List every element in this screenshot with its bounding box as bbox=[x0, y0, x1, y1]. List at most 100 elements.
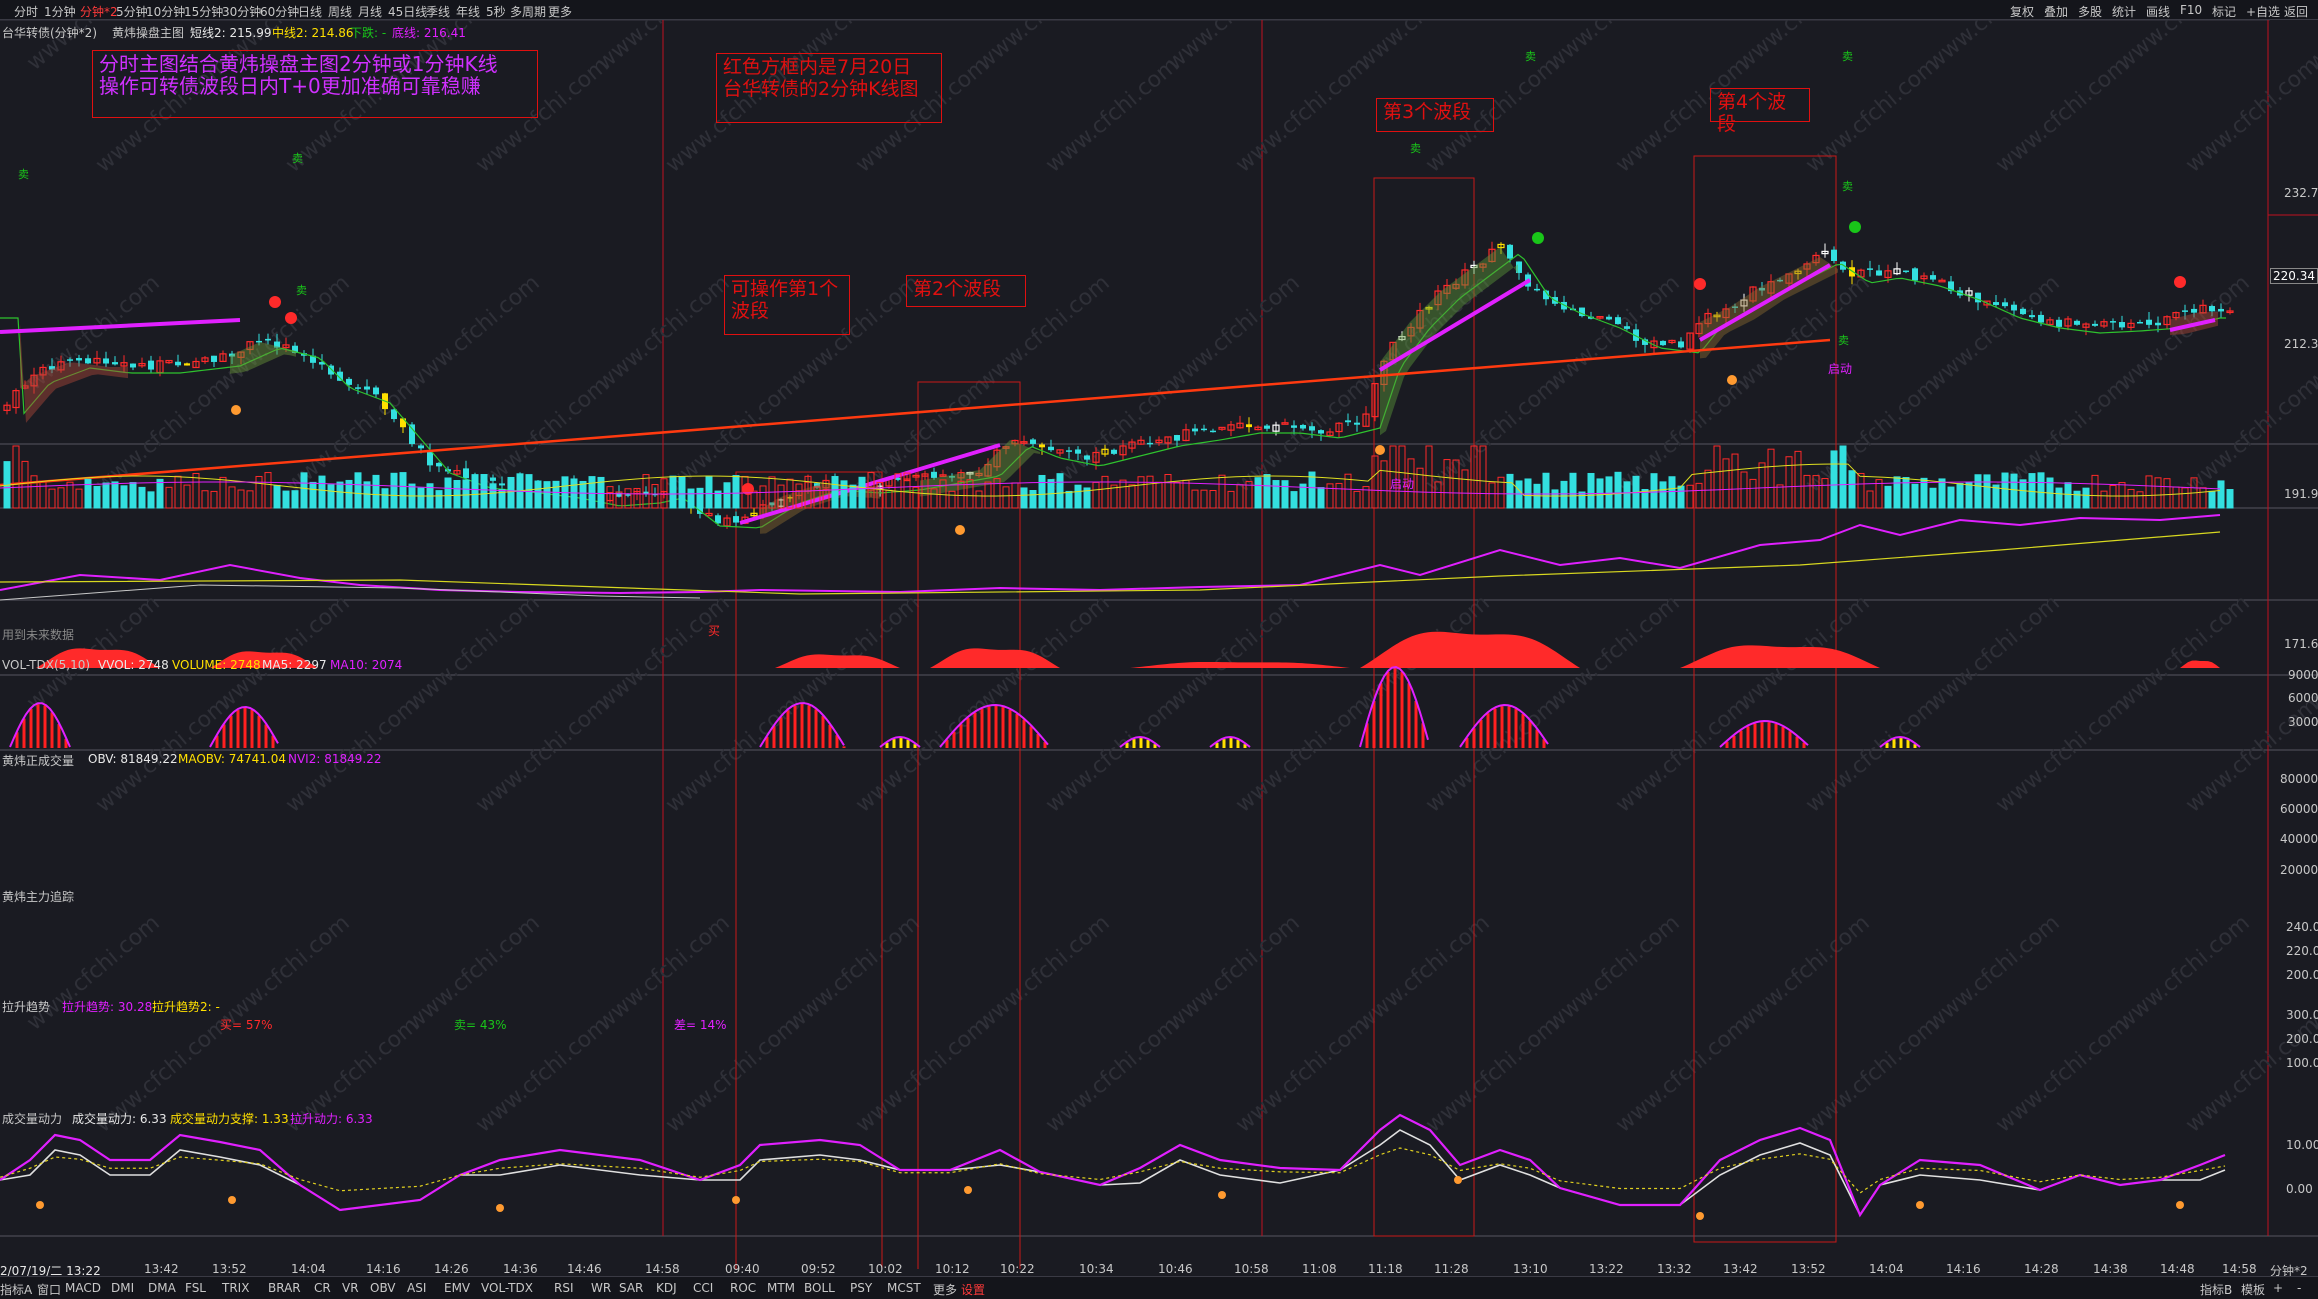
indicator-tab[interactable]: RSI bbox=[554, 1281, 574, 1295]
candle-body bbox=[2137, 321, 2143, 324]
indicator-tab[interactable]: TRIX bbox=[222, 1281, 250, 1295]
volume-bar bbox=[984, 481, 992, 509]
vol-ma10-line bbox=[0, 481, 2221, 495]
period-tab[interactable]: 周线 bbox=[328, 5, 353, 19]
period-tab[interactable]: 15分钟 bbox=[184, 5, 224, 19]
volume-bar bbox=[66, 481, 74, 509]
watermark-text: www.cfchi.com bbox=[1162, 20, 1304, 76]
indicator-tab[interactable]: 更多 bbox=[933, 1283, 958, 1297]
indicator-tab[interactable]: PSY bbox=[850, 1281, 873, 1295]
candle-body bbox=[1272, 424, 1280, 432]
period-tab[interactable]: 分时 bbox=[14, 5, 39, 19]
indicator-tab[interactable]: DMI bbox=[111, 1281, 135, 1295]
indicator-tab[interactable]: DMA bbox=[148, 1281, 176, 1295]
indicator-tab[interactable]: OBV bbox=[370, 1281, 396, 1295]
period-tab[interactable]: 季线 bbox=[426, 5, 451, 19]
obv-panel-label[interactable]: 黄炜正成交量 bbox=[2, 754, 75, 768]
indicator-tab[interactable]: 指标A bbox=[0, 1283, 33, 1297]
start-label-2: 启动 bbox=[1828, 362, 1853, 376]
bottom-line-value: 底线: 216.41 bbox=[392, 26, 466, 40]
sell-signal: 卖 bbox=[18, 168, 29, 181]
indicator-tab[interactable]: KDJ bbox=[656, 1281, 677, 1295]
period-tab[interactable]: 5秒 bbox=[486, 5, 506, 19]
volume-bar bbox=[399, 472, 407, 509]
indicator-tab[interactable]: WR bbox=[591, 1281, 612, 1295]
chart-area[interactable]: www.cfchi.com www.cfchi.com www.cfchi.com w… bbox=[0, 20, 2318, 1278]
trend-line bbox=[939, 704, 1049, 748]
candle-body bbox=[643, 491, 649, 494]
candle-body bbox=[1210, 430, 1216, 433]
period-tab[interactable]: 日线 bbox=[298, 5, 323, 19]
volume-bar bbox=[822, 489, 830, 509]
pointer-mark bbox=[1218, 1191, 1226, 1199]
period-tab[interactable]: 更多 bbox=[548, 5, 573, 19]
toolbar-button[interactable]: 标记 bbox=[2212, 5, 2237, 19]
indicator-tab[interactable]: ASI bbox=[407, 1281, 427, 1295]
toolbar-button[interactable]: 返回 bbox=[2284, 5, 2309, 19]
indicator-tab[interactable]: MTM bbox=[767, 1281, 796, 1295]
indicator-tab[interactable]: BRAR bbox=[268, 1281, 301, 1295]
indicator-tab[interactable]: EMV bbox=[444, 1281, 471, 1295]
candle-body bbox=[750, 512, 758, 517]
indicator-tab[interactable]: CCI bbox=[693, 1281, 714, 1295]
watermark-text: www.cfchi.com bbox=[1421, 693, 1563, 818]
toolbar-button[interactable]: 统计 bbox=[2112, 5, 2137, 19]
period-tab[interactable]: 5分钟 bbox=[116, 5, 148, 19]
volume-bar bbox=[1326, 483, 1334, 509]
toolbar-button[interactable]: 复权 bbox=[2010, 5, 2035, 19]
candle-body bbox=[2074, 320, 2080, 325]
bottom-right-button[interactable]: 指标B bbox=[2200, 1283, 2233, 1297]
period-tab[interactable]: 1分钟 bbox=[44, 5, 76, 19]
candle-body bbox=[1624, 326, 1630, 329]
bottom-right-button[interactable]: 模板 bbox=[2241, 1283, 2266, 1297]
trend-panel-label[interactable]: 拉升趋势 bbox=[2, 1000, 51, 1014]
toolbar-button[interactable]: 多股 bbox=[2078, 5, 2103, 19]
period-tab[interactable]: 年线 bbox=[456, 5, 481, 19]
candle-body bbox=[57, 361, 65, 371]
period-tab[interactable]: 多周期 bbox=[510, 5, 547, 19]
main-force-panel-label[interactable]: 黄炜主力追踪 bbox=[2, 890, 75, 904]
candle-body bbox=[364, 386, 370, 390]
volume-bar bbox=[1110, 484, 1118, 509]
indicator-tab[interactable]: SAR bbox=[619, 1281, 644, 1295]
indicator-tab[interactable]: MCST bbox=[887, 1281, 921, 1295]
candlestick-chart-canvas[interactable]: www.cfchi.com www.cfchi.com www.cfchi.com w… bbox=[0, 20, 2318, 1269]
period-tab[interactable]: 10分钟 bbox=[146, 5, 186, 19]
trend-ribbon bbox=[230, 342, 296, 374]
period-tab[interactable]: 30分钟 bbox=[222, 5, 262, 19]
indicator-tab[interactable]: 设置 bbox=[961, 1283, 986, 1297]
indicator-tab[interactable]: 窗口 bbox=[37, 1283, 62, 1297]
obv-level-3: 40000 bbox=[2280, 832, 2318, 846]
volume-bar bbox=[1830, 450, 1838, 509]
wave2-annotation: 第2个波段 bbox=[906, 275, 1026, 307]
indicator-name[interactable]: 黄炜操盘主图 bbox=[112, 26, 185, 40]
candle-body bbox=[138, 362, 146, 367]
indicator-tab[interactable]: CR bbox=[314, 1281, 331, 1295]
volume-bar bbox=[1767, 448, 1775, 509]
candle-body bbox=[733, 516, 739, 523]
bottom-right-button[interactable]: + bbox=[2273, 1281, 2284, 1295]
toolbar-button[interactable]: 叠加 bbox=[2044, 5, 2069, 19]
toolbar-button[interactable]: F10 bbox=[2180, 3, 2203, 17]
indicator-tab[interactable]: VOL-TDX bbox=[481, 1281, 533, 1295]
indicator-tab[interactable]: VR bbox=[342, 1281, 359, 1295]
period-tab[interactable]: 60分钟 bbox=[260, 5, 300, 19]
watermark-text: www.cfchi.com bbox=[1922, 20, 2064, 76]
indicator-tab[interactable]: BOLL bbox=[804, 1281, 835, 1295]
toolbar-button[interactable]: +自选 bbox=[2246, 5, 2281, 19]
power-panel-label[interactable]: 成交量动力 bbox=[2, 1112, 63, 1126]
toolbar-button[interactable]: 画线 bbox=[2146, 5, 2171, 19]
bottom-right-button[interactable]: - bbox=[2297, 1281, 2302, 1295]
period-tab[interactable]: 45日线 bbox=[388, 5, 428, 19]
obv-level-1: 80000 bbox=[2280, 772, 2318, 786]
indicator-tab[interactable]: MACD bbox=[65, 1281, 101, 1295]
watermark-text: www.cfchi.com bbox=[1162, 270, 1304, 395]
volume-bar bbox=[1344, 473, 1352, 509]
candle-body bbox=[1912, 268, 1918, 281]
period-tab[interactable]: 月线 bbox=[358, 5, 383, 19]
vol-panel-label[interactable]: VOL-TDX(5,10) bbox=[2, 658, 91, 672]
indicator-tab[interactable]: FSL bbox=[185, 1281, 206, 1295]
watermark-text: www.cfchi.com bbox=[1991, 693, 2133, 818]
period-tab[interactable]: 分钟*2 bbox=[80, 5, 118, 19]
indicator-tab[interactable]: ROC bbox=[730, 1281, 757, 1295]
